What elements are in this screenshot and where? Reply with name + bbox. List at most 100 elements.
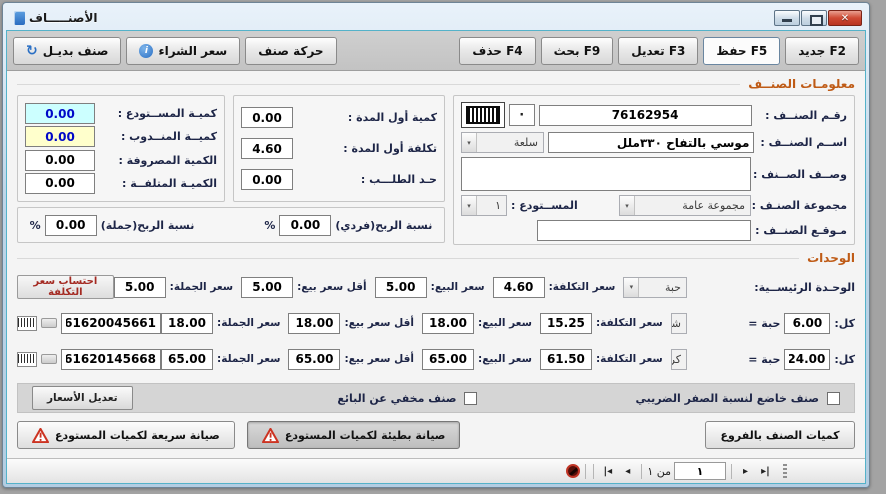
profit-individual-input[interactable] bbox=[279, 214, 332, 236]
min-sale-price-input[interactable] bbox=[241, 276, 294, 298]
warehouse-label: المســتودع : bbox=[511, 199, 578, 212]
barcode-small-button[interactable] bbox=[41, 354, 57, 364]
stock-quantities-panel: كميـة المســتودع : كميــة المنــدوب : ال… bbox=[17, 95, 225, 202]
cost-price-input[interactable] bbox=[492, 276, 545, 298]
swap-icon: ↻ bbox=[26, 42, 38, 59]
minimize-button[interactable] bbox=[774, 10, 800, 26]
search-button[interactable]: F9 بحث bbox=[540, 36, 614, 65]
save-button[interactable]: F5 حفظ bbox=[703, 36, 781, 65]
wholesale-price-label: سعر الجملة: bbox=[217, 317, 281, 329]
delegate-qty-input[interactable] bbox=[25, 126, 95, 148]
unit-barcode-input[interactable] bbox=[61, 312, 161, 334]
location-label: مـوقـع الصنــف : bbox=[755, 224, 847, 237]
damaged-qty-input[interactable] bbox=[25, 172, 95, 194]
main-unit-combo[interactable]: حبة ▾ bbox=[623, 276, 687, 298]
unit-combo[interactable]: كرتون ▾ bbox=[670, 348, 687, 370]
toolbar: F2 جديد F5 حفظ F3 تعديل F9 بحث F4 حذف حر… bbox=[7, 31, 865, 71]
move-last-button[interactable]: ▸| bbox=[761, 465, 770, 477]
item-number-input[interactable] bbox=[538, 104, 752, 126]
unit-value: كرتون bbox=[670, 352, 681, 366]
bottom-buttons-row: كميات الصنف بالفروع صيانة بطيئة لكميات ا… bbox=[17, 421, 855, 449]
zero-tax-label: صنف خاضع لنسبة الصفر الضريبي bbox=[635, 391, 819, 405]
new-button[interactable]: F2 جديد bbox=[785, 36, 859, 65]
min-sale-price-label: أقل سعر بيع: bbox=[344, 353, 414, 365]
wholesale-price-label: سعر الجملة: bbox=[217, 353, 281, 365]
period-panel: كمية أول المدة : تكلفة أول المدة : حـد ا… bbox=[233, 95, 445, 202]
zero-tax-checkbox[interactable] bbox=[827, 391, 840, 405]
barcode-button[interactable] bbox=[461, 102, 505, 128]
main-content: معلومـات الصنــف رقـم الصنــف : · bbox=[7, 71, 865, 458]
barcode-print-icon[interactable] bbox=[17, 351, 37, 367]
sale-price-input[interactable] bbox=[422, 312, 474, 334]
record-position-input[interactable] bbox=[674, 462, 726, 480]
quantities-row: كمية أول المدة : تكلفة أول المدة : حـد ا… bbox=[17, 95, 445, 202]
close-button[interactable] bbox=[828, 10, 862, 26]
move-next-button[interactable]: ▸ bbox=[742, 465, 749, 477]
cost-price-input[interactable] bbox=[539, 348, 592, 370]
delete-button[interactable]: F4 حذف bbox=[459, 36, 536, 65]
warning-icon bbox=[32, 427, 49, 443]
fast-maintenance-button[interactable]: صيانة سريعة لكميات المستودع bbox=[17, 421, 235, 449]
unit-factor-input[interactable] bbox=[784, 312, 831, 334]
dot-button[interactable]: · bbox=[508, 104, 535, 126]
hidden-from-seller-checkbox[interactable] bbox=[464, 391, 478, 405]
min-sale-price-input[interactable] bbox=[288, 348, 341, 370]
order-limit-input[interactable] bbox=[241, 169, 293, 190]
alternative-item-button[interactable]: صنف بديـل ↻ bbox=[13, 36, 122, 65]
min-sale-price-label: أقل سعر بيع: bbox=[344, 317, 414, 329]
cost-price-input[interactable] bbox=[539, 312, 592, 334]
section-divider bbox=[17, 257, 800, 259]
item-movement-button[interactable]: حركة صنف bbox=[245, 36, 337, 65]
calc-cost-button[interactable]: احتساب سعر التكلفة bbox=[17, 275, 114, 299]
options-bar: صنف خاضع لنسبة الصفر الضريبي صنف مخفي عن… bbox=[17, 383, 855, 413]
wholesale-price-input[interactable] bbox=[113, 276, 166, 298]
item-type-combo[interactable]: سلعة ▾ bbox=[461, 132, 544, 153]
cost-price-label: سعر التكلفة: bbox=[548, 281, 616, 293]
each-label: كل: bbox=[834, 316, 855, 330]
field-row: الكمية المصروفة : bbox=[25, 149, 217, 171]
toolbar-grip[interactable] bbox=[783, 464, 787, 478]
sale-price-input[interactable] bbox=[374, 276, 427, 298]
group-combo[interactable]: مجموعة عامة ▾ bbox=[619, 195, 751, 216]
unit-combo[interactable]: شده ▾ bbox=[670, 312, 687, 334]
min-sale-price-input[interactable] bbox=[288, 312, 341, 334]
edit-button[interactable]: F3 تعديل bbox=[618, 36, 699, 65]
description-input[interactable] bbox=[461, 157, 751, 191]
barcode-small-button[interactable] bbox=[41, 318, 57, 328]
warehouse-qty-input[interactable] bbox=[25, 103, 95, 125]
sale-price-input[interactable] bbox=[422, 348, 474, 370]
dispensed-qty-input[interactable] bbox=[25, 149, 95, 171]
wholesale-price-input[interactable] bbox=[161, 348, 213, 370]
items-window: الأصنـــــاف F2 جديد F5 حفظ F3 تعديل F9 … bbox=[2, 2, 870, 488]
item-name-input[interactable] bbox=[547, 132, 755, 153]
section-divider bbox=[17, 83, 741, 85]
unit-factor-input[interactable] bbox=[784, 348, 831, 370]
group-warehouse-row: مجموعة الصنـف : مجموعة عامة ▾ المســتودع… bbox=[461, 195, 847, 216]
hidden-from-seller-label: صنف مخفي عن البائع bbox=[337, 391, 457, 405]
group-label: مجموعة الصنـف : bbox=[751, 199, 847, 212]
cancel-icon[interactable] bbox=[566, 464, 581, 478]
titlebar[interactable]: الأصنـــــاف bbox=[6, 6, 866, 30]
edit-prices-button[interactable]: تعديل الأسعار bbox=[32, 386, 133, 410]
sale-price-group: سعر البيع: bbox=[422, 312, 532, 334]
opening-qty-input[interactable] bbox=[241, 107, 293, 128]
wholesale-price-input[interactable] bbox=[161, 312, 213, 334]
branch-quantities-button[interactable]: كميات الصنف بالفروع bbox=[705, 421, 855, 449]
field-row: حـد الطلـــب : bbox=[241, 169, 437, 190]
warehouse-combo[interactable]: ١ ▾ bbox=[461, 195, 507, 216]
opening-cost-input[interactable] bbox=[241, 138, 293, 159]
unit-row-main: الوحـدة الرئيســية: حبة ▾ سعر التكلفة: س… bbox=[17, 273, 855, 301]
unit-barcode-input[interactable] bbox=[61, 348, 161, 370]
barcode-icon bbox=[465, 106, 500, 124]
maximize-button[interactable] bbox=[801, 10, 827, 26]
move-previous-button[interactable]: ◂ bbox=[625, 465, 631, 477]
item-name-row: اســم الصنــف : سلعة ▾ bbox=[461, 132, 847, 153]
location-input[interactable] bbox=[537, 220, 751, 241]
barcode-print-icon[interactable] bbox=[17, 315, 37, 331]
move-first-button[interactable]: |◂ bbox=[603, 465, 613, 477]
chevron-down-icon: ▾ bbox=[624, 277, 640, 297]
purchase-price-button[interactable]: سعر الشراء i bbox=[126, 36, 241, 65]
profit-wholesale-input[interactable] bbox=[44, 214, 97, 236]
slow-maintenance-button[interactable]: صيانة بطيئة لكميات المستودع bbox=[246, 421, 461, 449]
